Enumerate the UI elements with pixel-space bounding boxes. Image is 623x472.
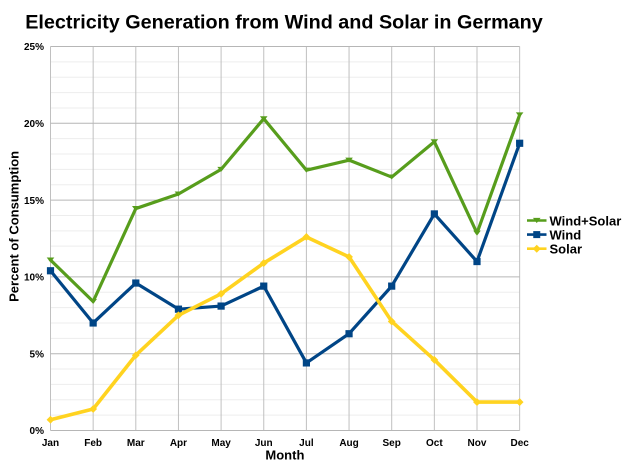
svg-text:Nov: Nov	[468, 438, 487, 449]
svg-text:Sep: Sep	[383, 438, 401, 449]
svg-text:Percent of Consumption: Percent of Consumption	[7, 151, 22, 302]
svg-text:5%: 5%	[30, 349, 45, 360]
svg-text:Aug: Aug	[339, 438, 358, 449]
svg-text:May: May	[211, 438, 231, 449]
svg-text:Mar: Mar	[127, 438, 145, 449]
svg-text:20%: 20%	[24, 119, 44, 130]
svg-text:Wind: Wind	[550, 227, 582, 242]
svg-text:25%: 25%	[24, 42, 44, 53]
svg-text:Solar: Solar	[550, 242, 583, 257]
svg-text:15%: 15%	[24, 196, 44, 207]
svg-text:Wind+Solar: Wind+Solar	[550, 213, 622, 228]
svg-text:Dec: Dec	[510, 438, 529, 449]
svg-text:Jun: Jun	[255, 438, 273, 449]
svg-text:Jan: Jan	[42, 438, 59, 449]
svg-text:10%: 10%	[24, 273, 44, 284]
svg-text:Month: Month	[265, 448, 304, 463]
svg-text:Oct: Oct	[426, 438, 443, 449]
svg-text:Electricity Generation from Wi: Electricity Generation from Wind and Sol…	[25, 12, 543, 34]
svg-text:0%: 0%	[30, 426, 45, 437]
svg-text:Feb: Feb	[84, 438, 102, 449]
svg-text:Jul: Jul	[299, 438, 314, 449]
svg-text:Apr: Apr	[170, 438, 187, 449]
